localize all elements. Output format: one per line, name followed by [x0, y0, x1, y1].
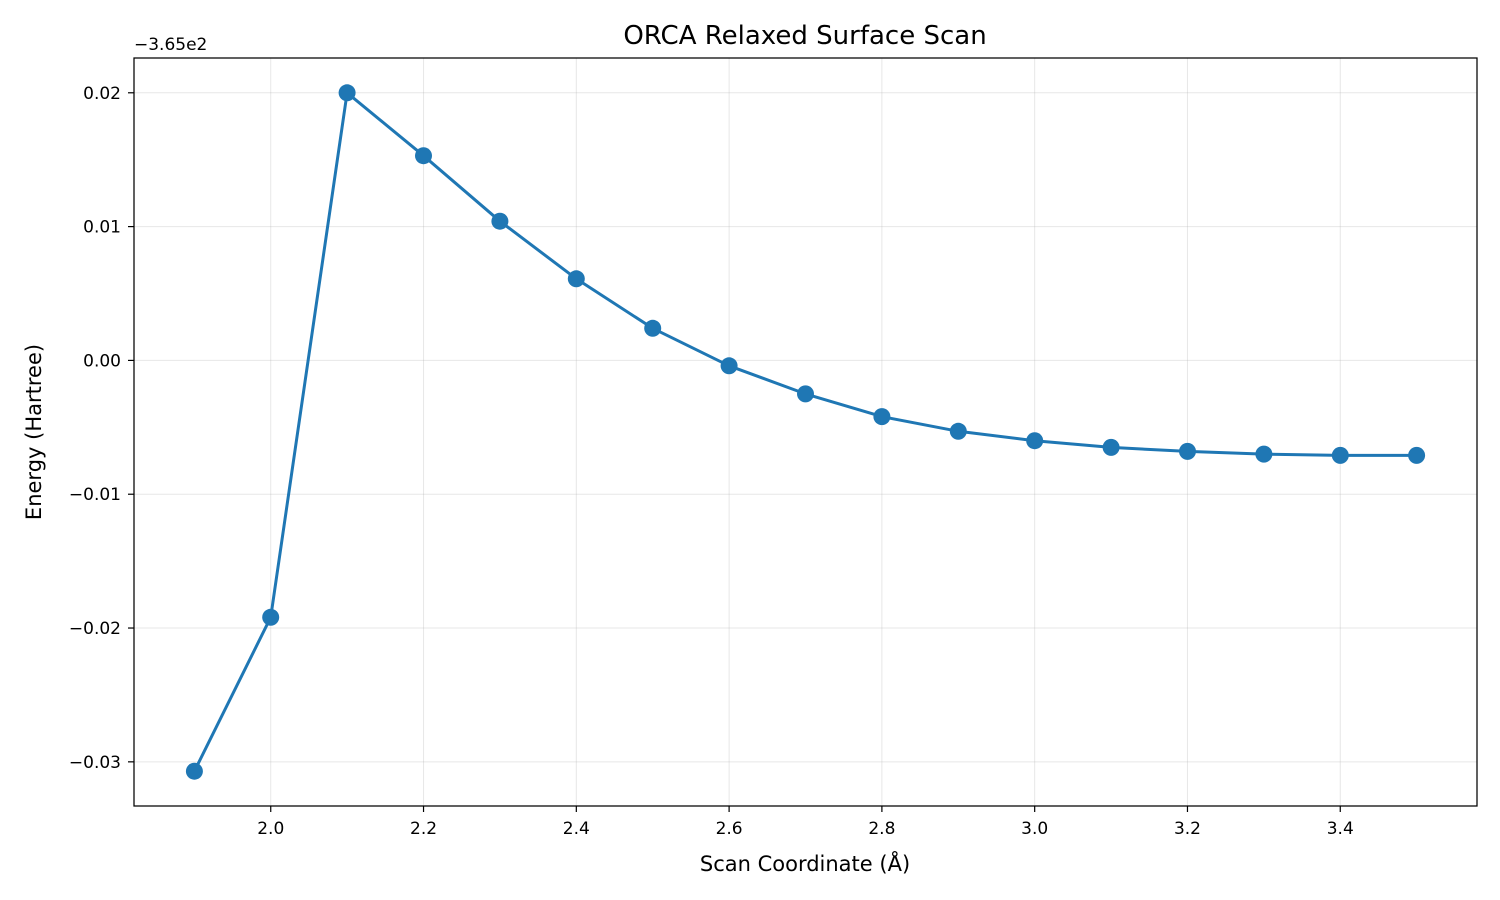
x-tick-label: 2.2 — [410, 819, 437, 839]
x-tick-label: 2.0 — [257, 819, 284, 839]
x-tick-label: 2.8 — [868, 819, 895, 839]
x-tick-label: 3.2 — [1174, 819, 1201, 839]
data-point — [491, 212, 509, 230]
data-points — [185, 84, 1426, 780]
y-tick-label: −0.01 — [69, 485, 121, 505]
y-tick-label: 0.01 — [83, 218, 121, 238]
y-tick-label: −0.03 — [69, 753, 121, 773]
data-point — [567, 270, 585, 288]
data-point — [949, 422, 967, 440]
data-point — [415, 147, 432, 165]
x-tick-label: 3.4 — [1327, 819, 1354, 839]
y-offset-label: −3.65e2 — [134, 35, 207, 55]
x-tick-label: 2.4 — [563, 819, 590, 839]
plot-frame — [133, 57, 1478, 807]
data-point — [1331, 446, 1349, 464]
y-axis-label: Energy (Hartree) — [22, 344, 46, 520]
data-point — [720, 357, 738, 375]
series-line — [193, 91, 1417, 772]
data-point — [185, 762, 203, 780]
x-tick-label: 2.6 — [716, 819, 743, 839]
data-point — [262, 608, 280, 626]
data-point — [797, 385, 814, 403]
data-point — [644, 319, 662, 337]
data-point — [1102, 438, 1120, 456]
y-tick-label: 0.02 — [83, 84, 121, 104]
data-point — [338, 84, 356, 102]
series-line-group — [193, 91, 1417, 772]
data-point — [1255, 445, 1273, 463]
chart-title: ORCA Relaxed Surface Scan — [623, 21, 986, 51]
x-tick-label: 3.0 — [1021, 819, 1048, 839]
y-tick-label: −0.02 — [69, 619, 121, 639]
x-axis-label: Scan Coordinate (Å) — [700, 850, 910, 876]
data-point — [1408, 446, 1426, 464]
y-tick-label: 0.00 — [83, 351, 121, 371]
data-point — [1026, 432, 1044, 450]
grid-lines — [134, 58, 1477, 806]
y-axis-ticks: −0.03 −0.02 −0.01 0.00 0.01 0.02 — [69, 84, 134, 773]
x-axis-ticks: 2.0 2.2 2.4 2.6 2.8 3.0 3.2 3.4 — [257, 806, 1354, 839]
data-point — [873, 408, 891, 426]
data-point — [1179, 442, 1196, 460]
